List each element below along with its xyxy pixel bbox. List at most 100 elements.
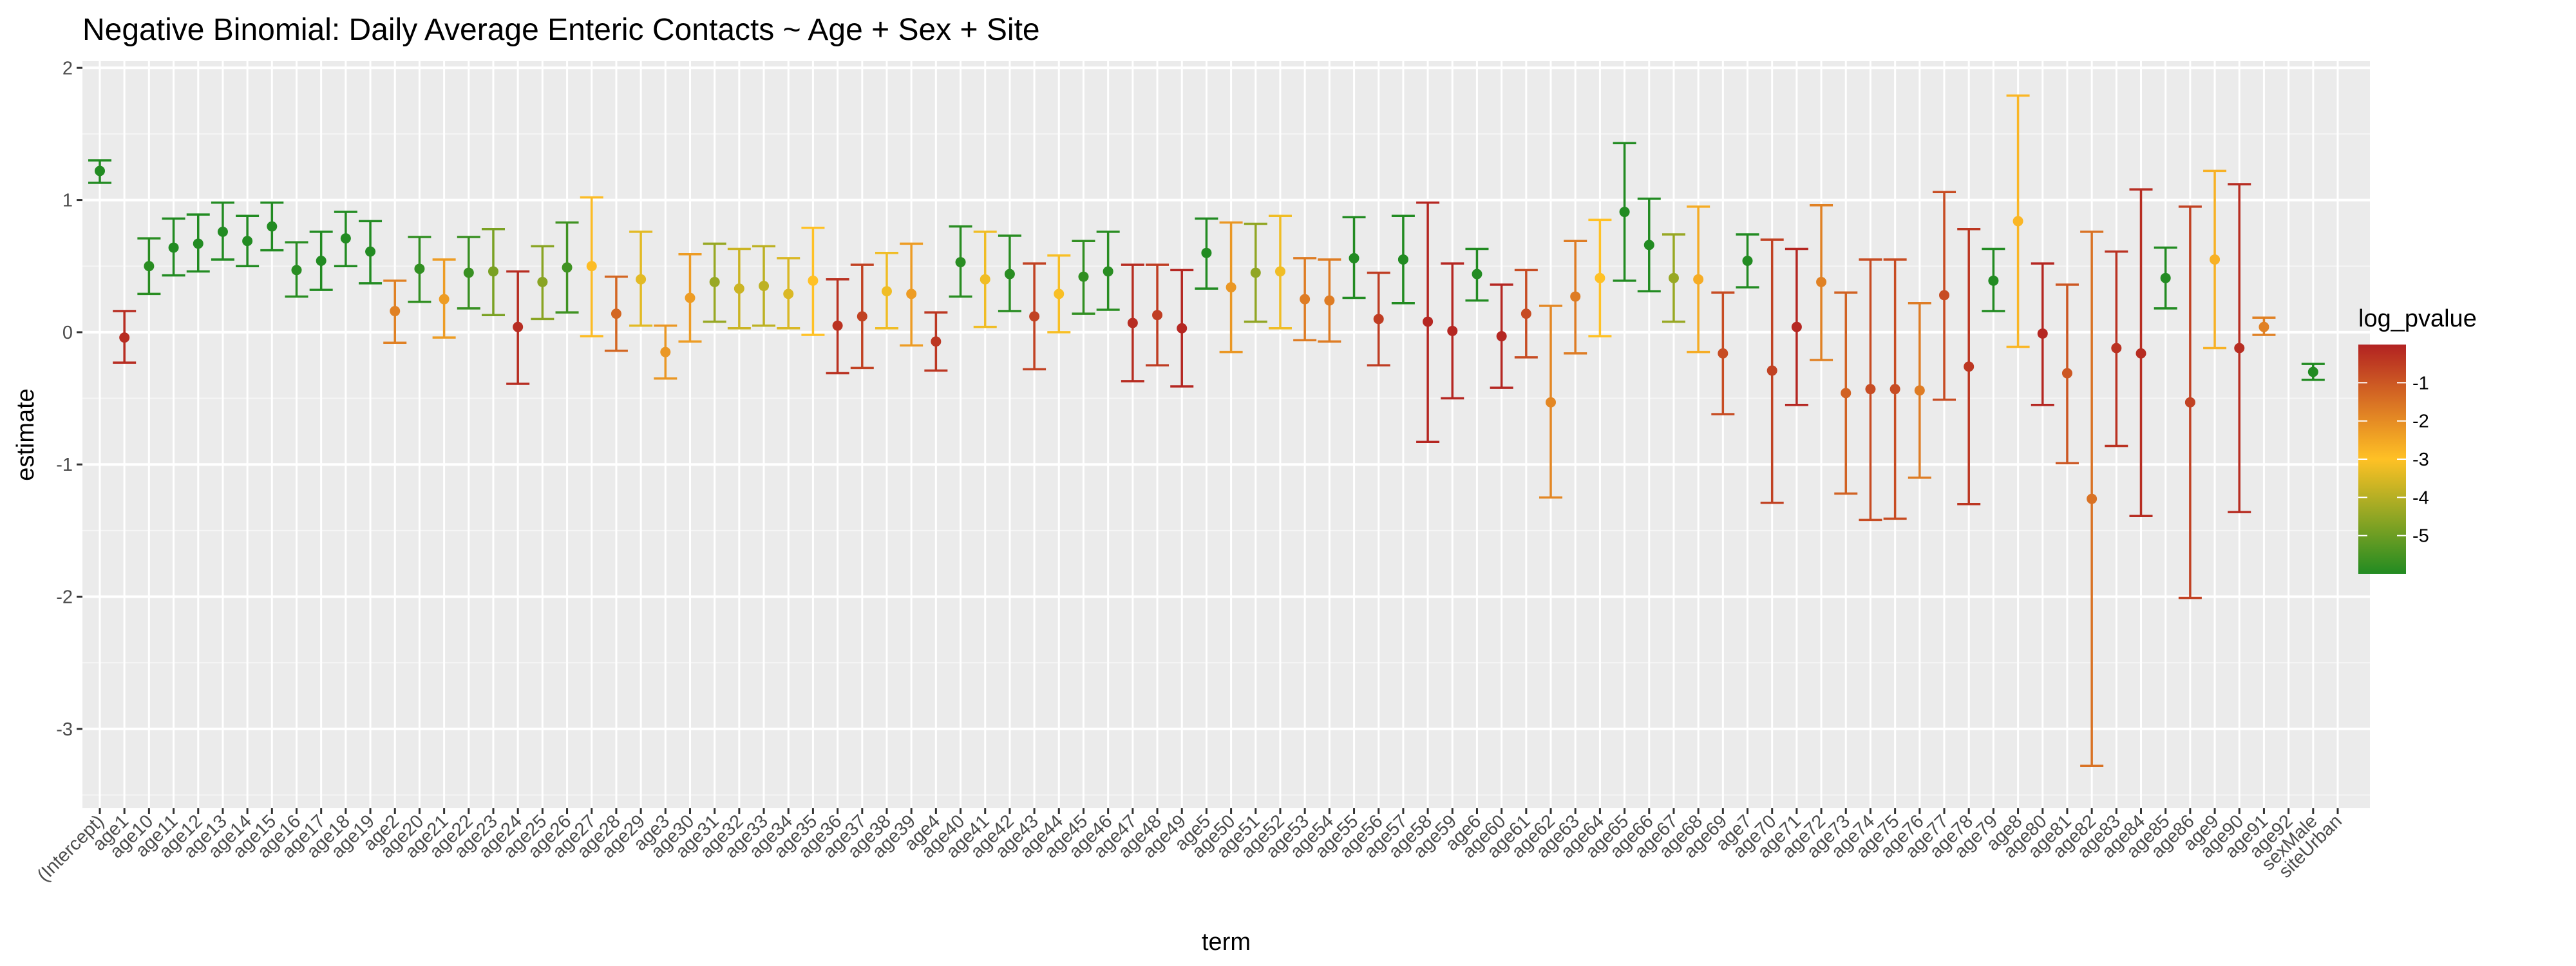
errorbar-age72 bbox=[1810, 204, 1833, 361]
estimate-point bbox=[1226, 282, 1236, 293]
errorbar-age43 bbox=[1023, 262, 1046, 371]
estimate-point bbox=[144, 261, 155, 272]
x-axis-title: term bbox=[1202, 929, 1251, 956]
estimate-point bbox=[1496, 331, 1507, 342]
estimate-point bbox=[1865, 384, 1876, 395]
estimate-point bbox=[217, 226, 228, 237]
estimate-point bbox=[1127, 317, 1138, 328]
errorbar-age7 bbox=[1736, 233, 1759, 289]
estimate-point bbox=[832, 320, 843, 331]
estimate-point bbox=[537, 276, 548, 287]
errorbar-age8 bbox=[2006, 94, 2030, 348]
estimate-point bbox=[2111, 343, 2122, 354]
errorbar-age50 bbox=[1219, 221, 1243, 354]
legend-ticks: -1 -2 -3 -4 -5 bbox=[2358, 373, 2429, 547]
estimate-point bbox=[931, 336, 942, 347]
estimate-point bbox=[1668, 272, 1679, 283]
estimate-point bbox=[488, 266, 498, 277]
errorbar-age13 bbox=[211, 201, 234, 261]
errorbar-age76 bbox=[1908, 301, 1931, 479]
errorbar-age78 bbox=[1957, 227, 1981, 506]
estimate-point bbox=[340, 233, 351, 244]
estimate-point bbox=[1004, 269, 1015, 279]
y-axis-title: estimate bbox=[12, 388, 39, 481]
errorbar-age14 bbox=[236, 214, 260, 267]
errorbar-age19 bbox=[359, 220, 383, 285]
estimate-point bbox=[2136, 348, 2146, 359]
estimate-point bbox=[1250, 267, 1261, 278]
estimate-point bbox=[1988, 275, 1999, 286]
estimate-point bbox=[1964, 361, 1975, 372]
estimate-point bbox=[1816, 276, 1827, 287]
estimate-point bbox=[1766, 365, 1777, 376]
errorbar-age40 bbox=[949, 225, 972, 298]
estimate-point bbox=[611, 308, 621, 319]
estimate-point bbox=[906, 289, 917, 299]
estimate-point bbox=[2307, 366, 2318, 377]
estimate-point bbox=[1349, 252, 1359, 263]
errorbar-age59 bbox=[1441, 262, 1464, 400]
errorbar-age20 bbox=[408, 236, 431, 303]
estimate-point bbox=[119, 332, 130, 343]
legend-tick-label: -5 bbox=[2412, 526, 2429, 547]
estimate-point bbox=[291, 265, 302, 276]
errorbar-age33 bbox=[752, 245, 776, 327]
errorbar-age83 bbox=[2105, 250, 2128, 448]
errorbar-age12 bbox=[186, 213, 210, 273]
estimate-point bbox=[2012, 216, 2023, 227]
estimate-point bbox=[168, 242, 179, 253]
estimate-point bbox=[636, 274, 647, 285]
errorbar-age85 bbox=[2154, 246, 2177, 310]
errorbar-age2 bbox=[383, 279, 407, 345]
estimate-point bbox=[2087, 493, 2098, 504]
errorbar-age16 bbox=[285, 241, 308, 298]
errorbar-age68 bbox=[1687, 205, 1710, 354]
estimate-point bbox=[2259, 321, 2269, 332]
estimate-point bbox=[1889, 384, 1900, 395]
errorbar-age67 bbox=[1662, 233, 1685, 323]
estimate-point bbox=[1841, 388, 1852, 399]
legend-tick-label: -4 bbox=[2412, 488, 2429, 508]
estimate-point bbox=[586, 261, 597, 272]
estimate-point bbox=[955, 257, 966, 268]
estimate-point bbox=[881, 286, 892, 297]
y-tick-label: -3 bbox=[56, 719, 73, 740]
errorbar-age41 bbox=[973, 231, 997, 328]
chart-title: Negative Binomial: Daily Average Enteric… bbox=[82, 13, 1040, 47]
estimate-point bbox=[1718, 348, 1728, 359]
errorbar-age21 bbox=[432, 258, 456, 339]
errorbar-age91 bbox=[2252, 316, 2276, 336]
errorbar-age54 bbox=[1318, 258, 1341, 343]
estimate-point bbox=[1472, 269, 1482, 279]
legend-tick-label: -3 bbox=[2412, 450, 2429, 470]
estimate-point bbox=[1300, 294, 1311, 305]
errorbar-age62 bbox=[1539, 305, 1563, 499]
errorbar-age71 bbox=[1785, 247, 1808, 406]
estimate-point bbox=[1791, 321, 1802, 332]
errorbar-age32 bbox=[727, 247, 751, 330]
errorbar-age44 bbox=[1047, 254, 1071, 334]
estimate-point bbox=[2210, 254, 2221, 265]
legend-tick-label: -2 bbox=[2412, 412, 2429, 432]
estimate-point bbox=[1324, 295, 1335, 306]
errorbar-age82 bbox=[2080, 231, 2104, 768]
estimate-point bbox=[783, 289, 794, 299]
errorbar-age39 bbox=[900, 242, 923, 347]
errorbar-age90 bbox=[2228, 183, 2251, 513]
errorbar-age58 bbox=[1416, 201, 1440, 444]
errorbar-age5 bbox=[1195, 217, 1218, 290]
estimate-point bbox=[2234, 343, 2245, 354]
estimate-point bbox=[734, 283, 744, 294]
errorbar-age69 bbox=[1711, 291, 1735, 415]
errorbar-age6 bbox=[1465, 247, 1489, 302]
estimate-point bbox=[463, 267, 474, 278]
legend-title: log_pvalue bbox=[2358, 305, 2477, 332]
estimate-point bbox=[2160, 272, 2171, 283]
estimate-point bbox=[2184, 397, 2195, 408]
errorbar-age11 bbox=[162, 217, 185, 277]
estimate-point bbox=[414, 263, 425, 274]
estimate-point bbox=[1693, 274, 1704, 285]
estimate-point bbox=[1595, 272, 1605, 283]
errorbar-age3 bbox=[654, 324, 677, 380]
errorbar-age29 bbox=[629, 231, 653, 327]
